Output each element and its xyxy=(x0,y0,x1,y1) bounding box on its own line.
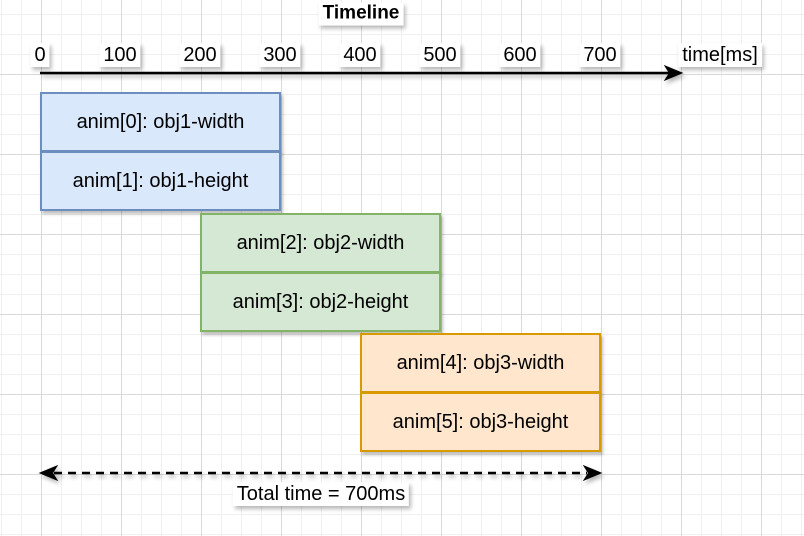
axis-tick-600: 600 xyxy=(499,43,541,67)
total-time-left-arrowhead-icon xyxy=(38,464,59,482)
anim-bar-4: anim[4]: obj3-width xyxy=(360,333,601,393)
total-time-label: Total time = 700ms xyxy=(232,482,410,506)
axis-tick-500: 500 xyxy=(419,43,461,67)
diagram-title: Timeline xyxy=(318,2,404,26)
total-time-arrow xyxy=(38,464,603,482)
axis-tick-300: 300 xyxy=(259,43,301,67)
time-axis-arrowhead-icon xyxy=(663,64,684,82)
anim-bar-2: anim[2]: obj2-width xyxy=(200,213,441,273)
axis-tick-200: 200 xyxy=(179,43,221,67)
total-time-right-arrowhead-icon xyxy=(582,464,603,482)
axis-unit-label: time[ms] xyxy=(678,43,762,67)
anim-bar-5: anim[5]: obj3-height xyxy=(360,392,601,452)
axis-tick-100: 100 xyxy=(99,43,141,67)
axis-tick-700: 700 xyxy=(579,43,621,67)
time-axis-arrow xyxy=(40,64,684,82)
axis-tick-400: 400 xyxy=(339,43,381,67)
anim-bar-3: anim[3]: obj2-height xyxy=(200,272,441,332)
axis-tick-0: 0 xyxy=(30,43,50,67)
anim-bar-0: anim[0]: obj1-width xyxy=(40,92,281,152)
anim-bar-1: anim[1]: obj1-height xyxy=(40,151,281,211)
